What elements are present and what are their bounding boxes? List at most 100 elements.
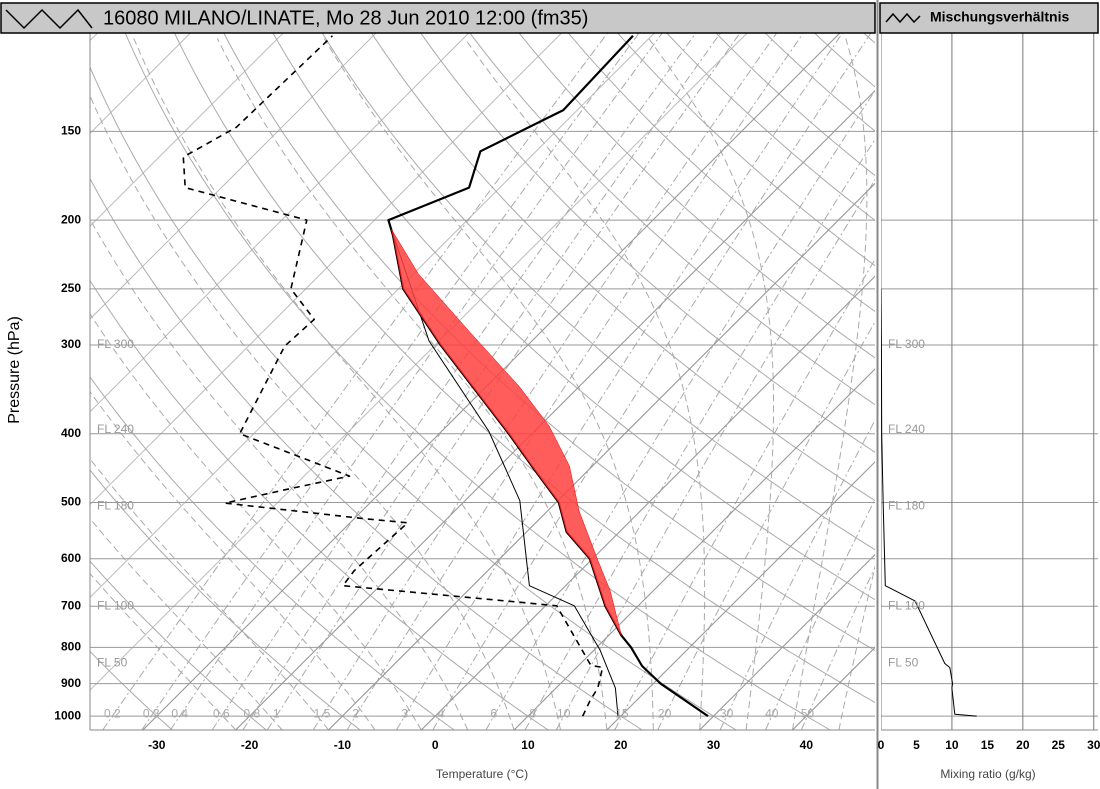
mixing-ratio-label: 3 (401, 706, 408, 720)
x-grid-line (606, 461, 875, 730)
mixing-ratio-line (800, 566, 875, 730)
mixing-ratio-label: 2 (352, 706, 359, 720)
isotherm (90, 33, 748, 691)
dry-adiabat (90, 650, 173, 730)
x-tick-label: -30 (148, 738, 166, 752)
mixing-ratio-line (141, 33, 640, 730)
isotherm (90, 33, 655, 599)
moist-adiabat (90, 218, 469, 730)
isotherm (90, 33, 470, 413)
mixing-ratio-line (266, 33, 741, 730)
y-tick-label: 1000 (54, 708, 81, 722)
mixing-ratio-line (242, 33, 721, 730)
right-x-axis-label: Mixing ratio (g/kg) (940, 767, 1035, 781)
title-icon (5, 8, 93, 30)
mixing-ratio-label: 0.8 (244, 706, 261, 720)
mixing-ratio-line (102, 33, 608, 730)
dry-adiabat (90, 560, 267, 730)
moist-adiabat (90, 572, 237, 730)
x-axis-label: Temperature (°C) (436, 767, 528, 781)
x-tick-label: 0 (432, 738, 439, 752)
mixing-ratio-label: 40 (765, 706, 779, 720)
profile-line (881, 288, 977, 717)
y-axis-label: Pressure (hPa) (6, 316, 23, 424)
y-tick-label: 600 (61, 551, 81, 565)
dry-adiabat (90, 469, 361, 730)
dry-adiabat (518, 33, 875, 359)
x-grid-line (513, 368, 875, 730)
mixing-ratio-line (211, 33, 697, 730)
x-tick-label: 20 (1016, 738, 1030, 752)
main-plot (90, 33, 875, 730)
x-tick-label: 40 (800, 738, 814, 752)
dry-adiabat (568, 33, 875, 313)
moist-adiabat (90, 312, 422, 730)
mixing-ratio-line (555, 178, 875, 730)
dry-adiabat (420, 33, 875, 453)
title-bar (0, 2, 876, 34)
moist-adiabat (838, 564, 875, 730)
profile-line (182, 35, 604, 717)
moist-adiabat (90, 94, 515, 730)
x-tick-label: -10 (334, 738, 352, 752)
y-tick-label: 400 (61, 426, 81, 440)
dry-adiabat (90, 177, 643, 730)
moist-adiabat (792, 38, 868, 730)
moist-adiabat (323, 38, 654, 730)
y-tick-label: 150 (61, 124, 81, 138)
labels: 0.2 0.3 0.4 0.6 0.8 1 1.5 2 3 4 6 8 10 15 20 30 40 50-30-… (54, 33, 1100, 752)
mixing-ratio-label: 0.2 (104, 706, 121, 720)
dry-adiabat (469, 33, 875, 406)
y-tick-label: 500 (61, 495, 81, 509)
mixing-plot (881, 33, 1098, 730)
mixing-ratio-line (169, 33, 663, 730)
x-tick-label: 25 (1052, 738, 1066, 752)
mixing-ratio-label: 1 (273, 706, 280, 720)
y-tick-label: 200 (61, 212, 81, 226)
fl-label: FL 100 (97, 598, 134, 612)
y-tick-label: 250 (61, 281, 81, 295)
dry-adiabat (90, 279, 549, 730)
right-title: Mischungsverhältnis (930, 9, 1069, 25)
moist-adiabat (90, 517, 283, 730)
fl-label: FL 100 (888, 598, 925, 612)
mixing-ratio-label: 8 (529, 706, 536, 720)
right-title-bar (879, 2, 1099, 34)
fl-label: FL 300 (97, 337, 134, 351)
isotherm (90, 33, 284, 227)
x-tick-label: 10 (521, 738, 535, 752)
fl-label: FL 180 (97, 498, 134, 512)
y-tick-label: 300 (61, 337, 81, 351)
dry-adiabat (174, 33, 875, 704)
moist-adiabat (133, 38, 561, 730)
x-tick-label: 0 (878, 738, 885, 752)
profile-line (390, 229, 619, 717)
mixing-ratio-label: 10 (557, 706, 571, 720)
x-tick-label: 5 (913, 738, 920, 752)
dry-adiabat (90, 376, 455, 730)
fl-label: FL 240 (97, 422, 134, 436)
cape-area (391, 229, 622, 636)
y-tick-label: 800 (61, 640, 81, 654)
mixing-ratio-label: 20 (658, 706, 672, 720)
dry-adiabat (124, 33, 831, 730)
x-grid-line (420, 275, 875, 730)
mixing-ratio-label: 0.6 (213, 706, 230, 720)
x-tick-label: -20 (241, 738, 259, 752)
x-tick-label: 10 (945, 738, 959, 752)
mixing-ratio-label: 0.3 (143, 706, 160, 720)
dry-adiabat (321, 33, 875, 551)
y-tick-label: 700 (61, 598, 81, 612)
mixing-ratio-line (312, 33, 778, 730)
x-grid-line (235, 89, 875, 730)
moist-adiabat (648, 38, 774, 730)
mixing-ratio-label: 1.5 (314, 706, 331, 720)
mixing-ratio-line (657, 320, 875, 730)
fl-label: FL 180 (888, 498, 925, 512)
mixing-ratio-line (524, 138, 875, 730)
mixing-ratio-line (614, 258, 875, 730)
x-tick-label: 30 (707, 738, 721, 752)
x-tick-label: 30 (1087, 738, 1100, 752)
